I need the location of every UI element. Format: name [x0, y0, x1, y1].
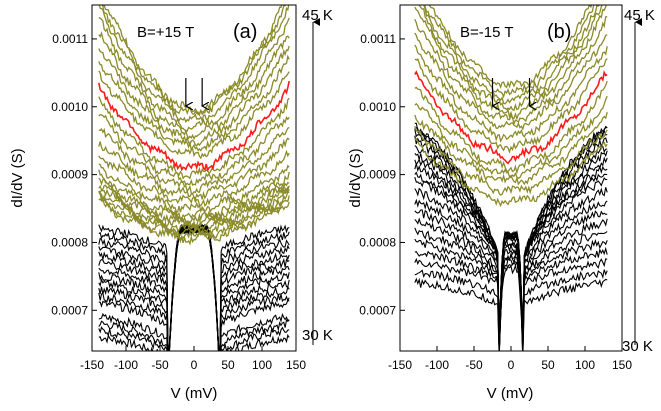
x-tick-label: 150: [286, 358, 306, 372]
arrows-b: [493, 78, 530, 106]
curve-high-temp: [98, 5, 290, 124]
curve-high-temp: [98, 169, 290, 221]
curve-highlight: [414, 70, 608, 165]
curves-a: [98, 5, 290, 351]
curve-low-temp: [414, 238, 608, 351]
curve-high-temp: [98, 54, 290, 152]
curve-low-temp: [414, 209, 608, 349]
curve-high-temp: [98, 126, 290, 195]
y-tick-label: 0.0011: [360, 32, 396, 46]
curve-high-temp: [414, 95, 608, 179]
curve-high-temp: [423, 5, 604, 105]
x-tick-label: 100: [252, 358, 272, 372]
curve-low-temp: [414, 227, 608, 351]
curve-high-temp: [102, 5, 283, 116]
curve-high-temp: [424, 5, 598, 99]
temperature-top-b: 45 K: [624, 7, 655, 24]
curve-high-temp: [101, 5, 286, 117]
curve-high-temp: [98, 45, 290, 147]
y-tick-label: 0.0011: [52, 32, 88, 46]
curve-low-temp: [414, 257, 608, 351]
curve-high-temp: [98, 31, 290, 141]
x-tick-label: 50: [541, 358, 555, 372]
x-tick-label: -100: [114, 358, 138, 372]
curve-high-temp: [98, 184, 290, 229]
y-axis-title-a: dI/dV (S): [9, 148, 26, 207]
x-tick-label: -50: [151, 358, 169, 372]
y-tick-label: 0.0010: [51, 100, 88, 114]
curve-highlight: [98, 80, 290, 173]
temperature-bottom-b: 30 K: [622, 338, 653, 355]
curve-high-temp: [98, 70, 290, 160]
curve-high-temp: [98, 96, 290, 180]
x-tick-label: -150: [80, 358, 104, 372]
curve-high-temp: [98, 114, 290, 186]
y-tick-label: 0.0007: [359, 303, 396, 317]
curve-high-temp: [414, 58, 608, 154]
curve-high-temp: [98, 177, 290, 224]
temperature-bottom-a: 30 K: [302, 327, 333, 344]
curve-high-temp: [98, 192, 290, 240]
panel-label-a: (a): [233, 21, 257, 43]
x-ticks-b: -150 -100 -50 0 50 100 150: [388, 346, 632, 372]
y-tick-label: 0.0008: [359, 235, 396, 249]
field-label-a: B=+15 T: [137, 24, 194, 41]
curve-high-temp: [414, 111, 608, 186]
x-ticks-a: -150 -100 -50 0 50 100 150: [80, 346, 306, 372]
curve-low-temp: [414, 126, 608, 345]
curve-high-temp: [414, 80, 608, 175]
y-tick-label: 0.0008: [51, 235, 88, 249]
panel-label-b: (b): [547, 21, 571, 43]
y-tick-label: 0.0009: [359, 168, 396, 182]
x-tick-label: -100: [425, 358, 449, 372]
curve-high-temp: [414, 44, 608, 143]
curve-high-temp: [98, 137, 290, 201]
curve-high-temp: [418, 5, 603, 112]
curve-high-temp: [414, 5, 607, 121]
curve-low-temp: [414, 246, 608, 351]
x-tick-label: -150: [388, 358, 412, 372]
curve-high-temp: [98, 197, 290, 246]
y-tick-label: 0.0007: [51, 303, 88, 317]
x-axis-title-a: V (mV): [171, 385, 218, 402]
curve-high-temp: [428, 5, 593, 89]
arrows-a: [186, 78, 202, 106]
x-tick-label: 0: [191, 358, 198, 372]
x-tick-label: 50: [221, 358, 235, 372]
temperature-top-a: 45 K: [302, 7, 333, 24]
curve-high-temp: [98, 16, 290, 132]
curve-high-temp: [414, 125, 608, 196]
y-ticks-b: 0.0007 0.0008 0.0009 0.0010 0.0011: [359, 32, 405, 317]
curve-high-temp: [414, 137, 608, 208]
y-ticks-a: 0.0007 0.0008 0.0009 0.0010 0.0011: [51, 32, 97, 317]
y-axis-title-b: dI/dV (S): [347, 148, 364, 207]
x-tick-label: 0: [508, 358, 515, 372]
curve-high-temp: [414, 15, 608, 126]
y-tick-label: 0.0009: [51, 168, 88, 182]
x-axis-title-b: V (mV): [487, 385, 534, 402]
x-tick-label: -50: [465, 358, 483, 372]
x-tick-label: 150: [612, 358, 632, 372]
curves-b: [414, 5, 608, 351]
curve-low-temp: [414, 261, 608, 351]
curve-low-temp: [414, 198, 608, 351]
field-label-b: B=-15 T: [460, 24, 514, 41]
x-tick-label: 100: [575, 358, 595, 372]
y-tick-label: 0.0010: [359, 100, 396, 114]
curve-high-temp: [98, 163, 290, 214]
curve-high-temp: [414, 32, 608, 131]
panel-a: 0.0007 0.0008 0.0009 0.0010 0.0011 -150 -100-…: [9, 4, 333, 402]
